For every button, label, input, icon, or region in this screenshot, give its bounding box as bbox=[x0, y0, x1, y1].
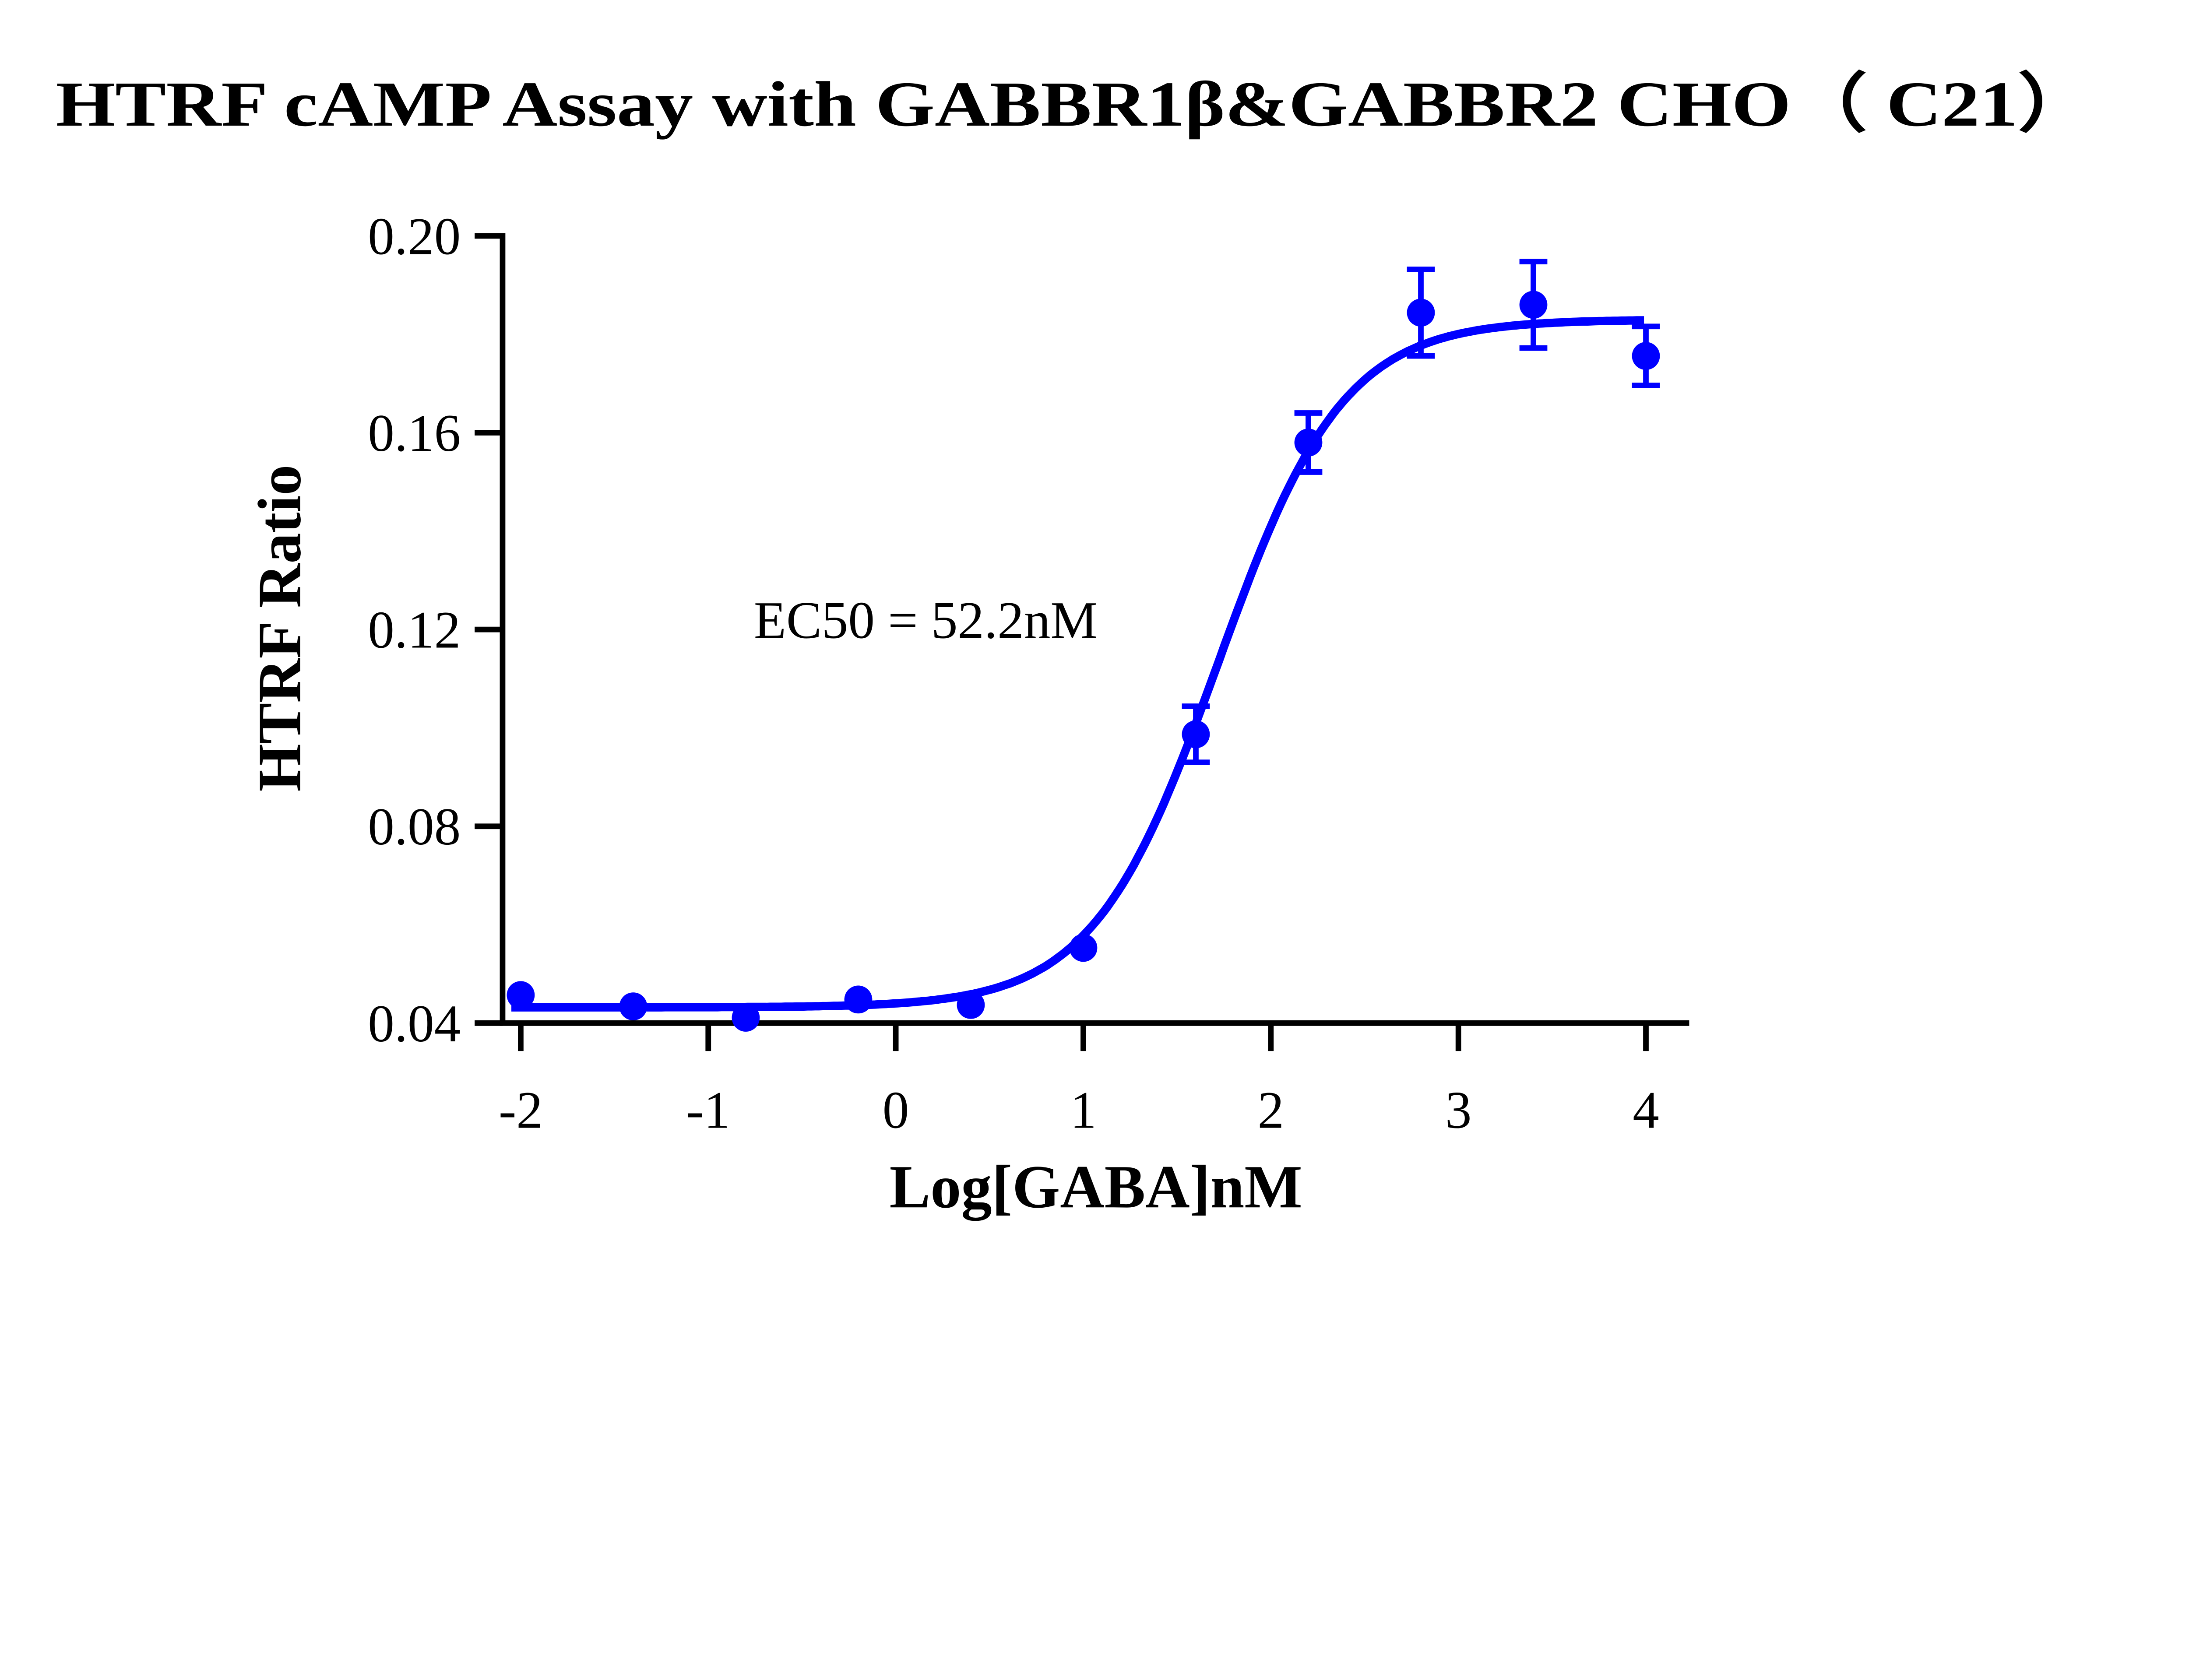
data-point bbox=[619, 992, 648, 1021]
y-tick-label: 0.08 bbox=[368, 798, 461, 856]
ec50-annotation: EC50 = 52.2nM bbox=[754, 591, 1098, 650]
x-tick-label: 1 bbox=[1070, 1081, 1097, 1140]
data-point bbox=[1632, 342, 1660, 370]
data-point bbox=[1182, 720, 1210, 749]
data-point bbox=[1069, 934, 1098, 962]
y-tick-label: 0.04 bbox=[368, 995, 461, 1053]
data-point bbox=[957, 991, 985, 1019]
chart-title: HTRF cAMP Assay with GABBR1β&GABBR2 CHO（… bbox=[56, 68, 2094, 140]
x-tick-label: 0 bbox=[883, 1081, 909, 1140]
y-axis-label: HTRF Ratio bbox=[246, 464, 314, 791]
data-point bbox=[1407, 299, 1435, 327]
data-point bbox=[1519, 291, 1548, 319]
data-point bbox=[844, 985, 873, 1014]
fit-curve bbox=[511, 316, 1644, 1012]
data-point bbox=[1294, 429, 1323, 457]
y-tick-label: 0.12 bbox=[368, 601, 461, 660]
y-tick-label: 0.20 bbox=[368, 207, 461, 266]
x-axis-label: Log[GABA]nM bbox=[890, 1153, 1302, 1221]
x-tick-label: 4 bbox=[1633, 1081, 1659, 1140]
data-point bbox=[732, 1004, 760, 1032]
dose-response-chart: HTRF cAMP Assay with GABBR1β&GABBR2 CHO（… bbox=[56, 68, 2094, 1221]
x-tick-label: 3 bbox=[1445, 1081, 1472, 1140]
data-point bbox=[507, 981, 535, 1009]
x-tick-label: 2 bbox=[1258, 1081, 1285, 1140]
y-tick-label: 0.16 bbox=[368, 404, 461, 463]
x-tick-label: -2 bbox=[499, 1081, 543, 1140]
x-tick-label: -1 bbox=[686, 1081, 730, 1140]
